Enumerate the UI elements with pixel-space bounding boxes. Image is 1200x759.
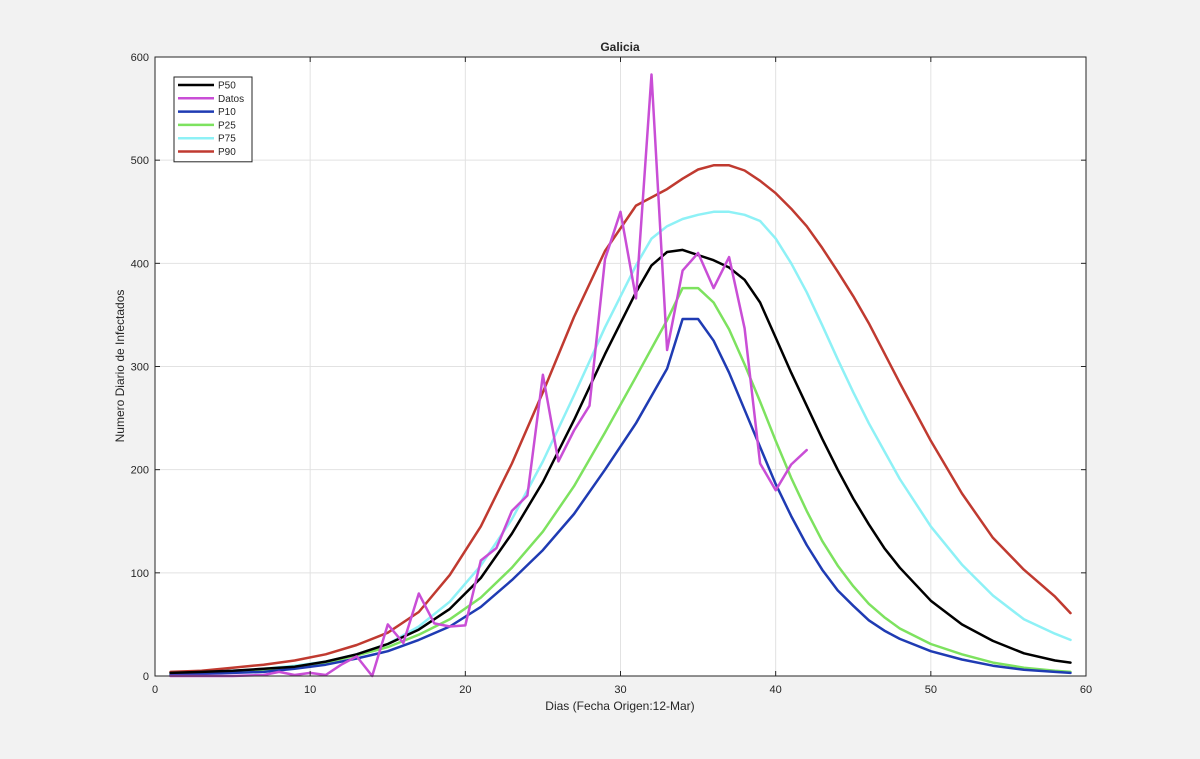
chart-title: Galicia (600, 40, 640, 54)
y-axis-label: Numero Diario de Infectados (113, 290, 127, 443)
x-tick-label: 30 (614, 684, 626, 696)
grid (155, 57, 1086, 676)
legend: P50 Datos P10 P25 P75 P90 (173, 76, 253, 163)
series-line-datos (169, 73, 808, 678)
x-tick-label: 60 (1080, 684, 1092, 696)
y-tick-label: 400 (131, 258, 149, 270)
y-tick-label: 100 (131, 568, 149, 580)
y-tick-label: 300 (131, 362, 149, 374)
y-tick-label: 200 (131, 465, 149, 477)
x-tick-label: 0 (152, 684, 158, 696)
series-line-p25 (169, 286, 1072, 677)
series-layer (169, 73, 1072, 678)
x-axis-label: Dias (Fecha Origen:12-Mar) (545, 699, 694, 713)
x-tick-label: 40 (770, 684, 782, 696)
legend-label: Datos (218, 94, 244, 105)
legend-label: P10 (218, 107, 236, 118)
legend-label: P25 (218, 120, 236, 131)
y-tick-label: 0 (143, 671, 149, 683)
legend-box (173, 76, 253, 163)
series-line-p90 (169, 164, 1072, 674)
series-line-p10 (169, 317, 1072, 677)
x-tick-label: 20 (459, 684, 471, 696)
x-tick-label: 50 (925, 684, 937, 696)
x-tick-label: 10 (304, 684, 316, 696)
legend-label: P90 (218, 147, 236, 158)
legend-label: P75 (218, 134, 236, 145)
y-tick-label: 500 (131, 155, 149, 167)
y-tick-label: 600 (131, 52, 149, 64)
legend-label: P50 (218, 81, 236, 92)
